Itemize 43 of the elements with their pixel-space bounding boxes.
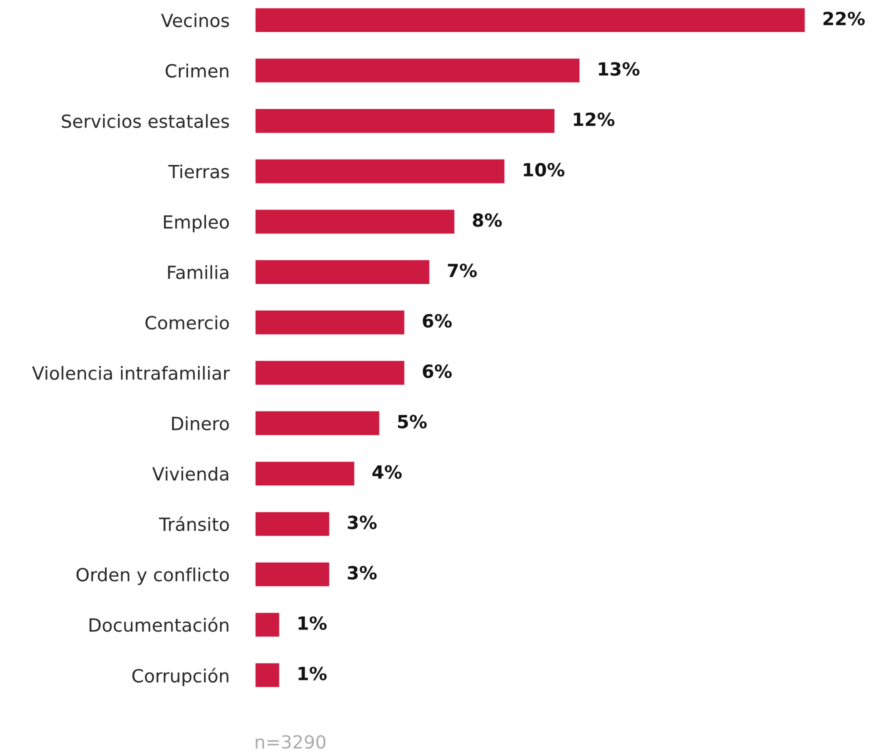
bar xyxy=(254,6,806,34)
y-tick-label: Comercio xyxy=(146,316,229,330)
data-label: 8% xyxy=(472,213,502,227)
y-tick-label: Corrupción xyxy=(132,668,228,686)
bar xyxy=(254,662,281,688)
y-tick-label: Vivienda xyxy=(152,466,228,481)
data-label: 13% xyxy=(598,62,640,76)
y-tick-label: Vecinos xyxy=(161,13,229,28)
y-tick-label: Documentación xyxy=(90,617,228,632)
data-label: 4% xyxy=(372,465,402,479)
y-tick-label: Orden y conflicto xyxy=(76,567,229,585)
bar xyxy=(254,410,381,436)
bar xyxy=(254,258,431,286)
data-label: 1% xyxy=(298,616,327,630)
bar xyxy=(254,108,556,134)
data-label: 10% xyxy=(524,162,564,177)
data-label: 3% xyxy=(348,516,377,530)
y-tick-label: Empleo xyxy=(164,214,229,232)
data-label: 1% xyxy=(298,666,327,680)
y-tick-label: Tránsito xyxy=(158,516,229,532)
y-tick-label: Servicios estatales xyxy=(62,114,229,128)
text: n=3290 xyxy=(256,735,326,749)
y-tick-label: Tierras xyxy=(168,164,229,178)
y-tick-label: Violencia intrafamiliar xyxy=(32,366,230,380)
y-tick-label: Dinero xyxy=(172,416,229,430)
bar xyxy=(254,611,281,638)
bar xyxy=(254,360,406,386)
data-label: 6% xyxy=(422,364,452,378)
bar xyxy=(254,57,581,84)
bar xyxy=(254,561,331,588)
data-label: 3% xyxy=(348,566,377,580)
data-label: 5% xyxy=(398,414,427,428)
bar xyxy=(254,309,406,336)
y-tick-label: Familia xyxy=(168,265,228,280)
data-label: 7% xyxy=(448,264,477,278)
bar xyxy=(254,510,331,538)
data-label: 6% xyxy=(422,314,452,328)
bar xyxy=(254,208,456,235)
y-tick-label: Crimen xyxy=(166,64,228,78)
data-label: 22% xyxy=(824,12,865,26)
data-label: 12% xyxy=(574,112,614,126)
bar xyxy=(254,158,506,185)
bar xyxy=(254,460,356,487)
